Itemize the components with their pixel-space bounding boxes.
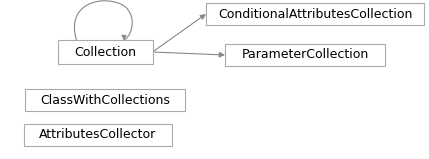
Bar (225, 44, 385, 66)
Text: AttributesCollector: AttributesCollector (39, 128, 157, 142)
Text: ClassWithCollections: ClassWithCollections (40, 93, 170, 107)
Bar (25, 89, 185, 111)
Bar (57, 40, 152, 64)
Text: Collection: Collection (74, 45, 136, 59)
Bar (206, 3, 424, 25)
Text: ConditionalAttributesCollection: ConditionalAttributesCollection (218, 7, 412, 21)
Text: ParameterCollection: ParameterCollection (242, 48, 369, 62)
Bar (24, 124, 172, 146)
